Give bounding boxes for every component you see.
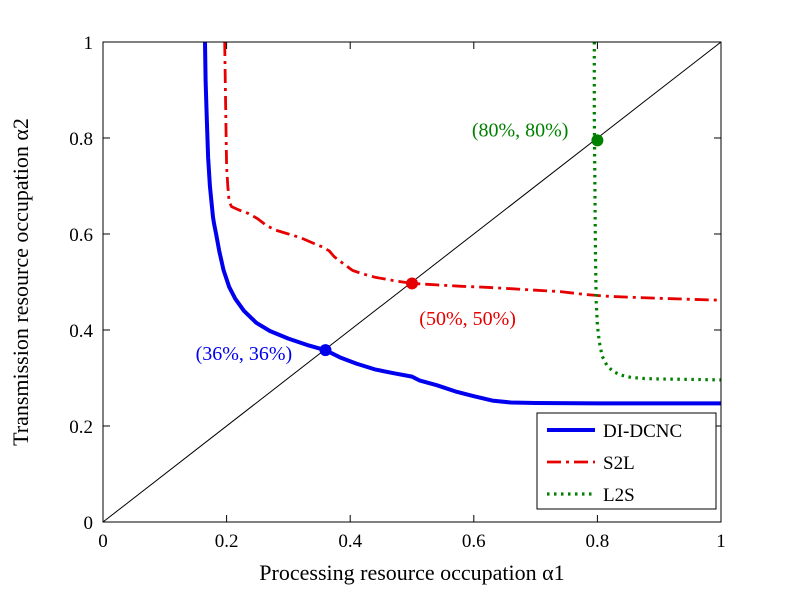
y-axis-label: Transmission resource occupation α2 (8, 118, 33, 446)
legend-label-l2s: L2S (603, 485, 635, 506)
y-tick-label: 0.6 (69, 225, 93, 246)
legend-label-di-dcnc: DI-DCNC (603, 421, 682, 442)
x-tick-label: 0.2 (215, 531, 239, 552)
y-tick-label: 0 (84, 513, 94, 534)
series-line-di-dcnc (203, 41, 721, 406)
x-axis-label: Processing resource occupation α1 (259, 560, 564, 585)
legend-label-s2l: S2L (603, 453, 635, 474)
marker-label-1: (50%, 50%) (419, 308, 516, 330)
series-line-l2s (592, 42, 722, 382)
y-tick-label: 1 (84, 33, 94, 54)
plot-border (102, 41, 722, 523)
y-tick-label: 0.4 (69, 321, 93, 342)
marker-label-0: (36%, 36%) (196, 343, 293, 365)
marker-point-0 (319, 344, 332, 357)
marker-point-2 (591, 134, 604, 147)
x-tick-label: 0.6 (462, 531, 486, 552)
x-tick-label: 0 (98, 531, 108, 552)
y-tick-label: 0.2 (69, 417, 93, 438)
x-tick-label: 0.4 (338, 531, 362, 552)
y-tick-label: 0.8 (69, 129, 93, 150)
marker-label-2: (80%, 80%) (472, 119, 569, 141)
x-tick-label: 0.8 (586, 531, 610, 552)
series-line-s2l (223, 41, 722, 302)
marker-point-1 (406, 277, 418, 290)
x-tick-label: 1 (716, 531, 726, 552)
